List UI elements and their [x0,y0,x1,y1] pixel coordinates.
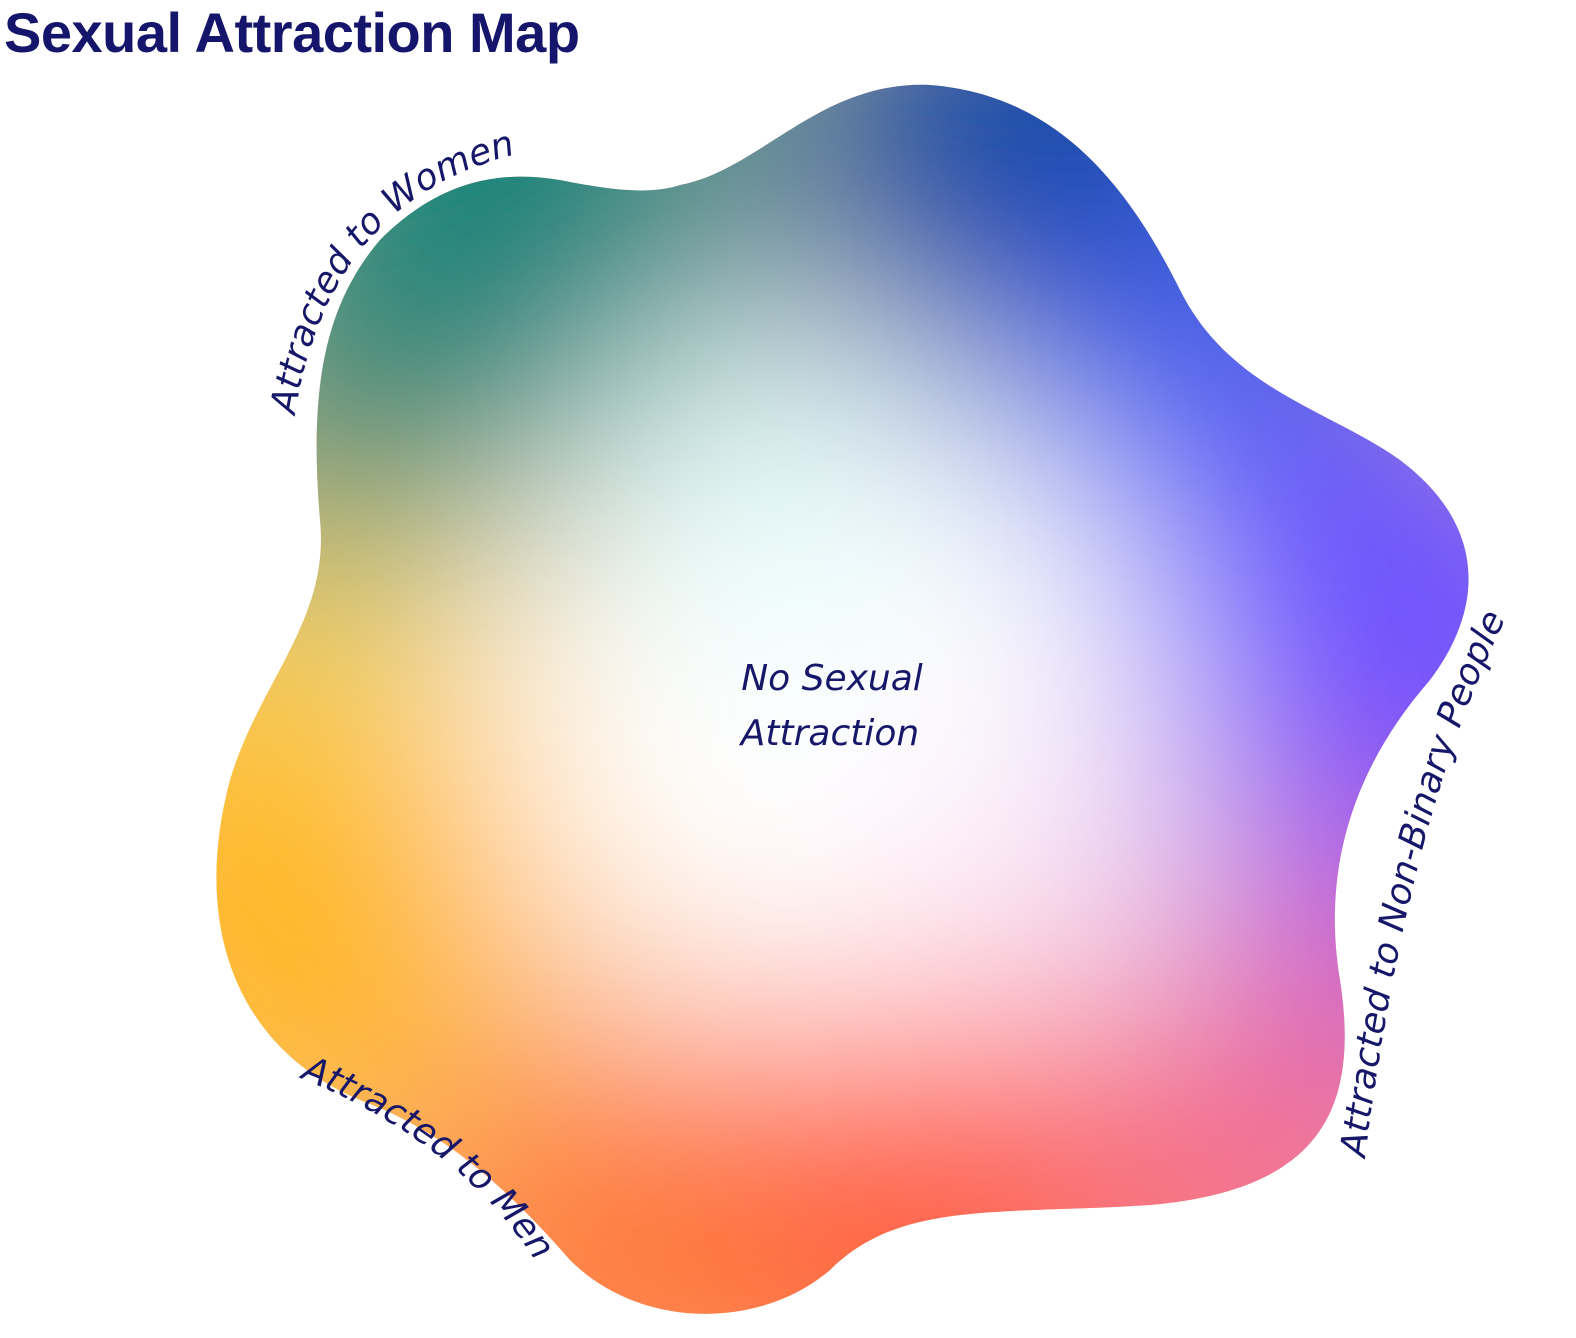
center-label-1: No Sexual [741,658,923,699]
title: Sexual Attraction Map [4,1,580,64]
center-label-2: Attraction [739,713,919,754]
